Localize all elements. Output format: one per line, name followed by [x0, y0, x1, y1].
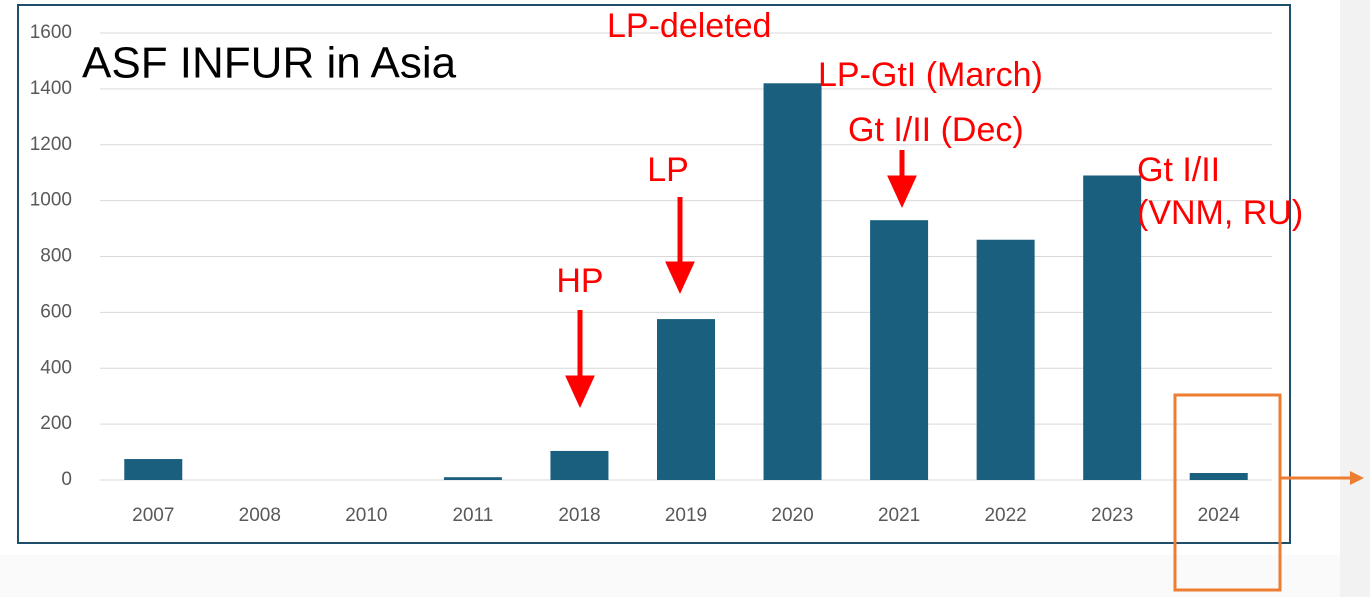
arrow-head — [887, 175, 917, 209]
bar — [443, 477, 502, 480]
x-tick-label: 2024 — [1198, 505, 1241, 526]
bar — [124, 459, 183, 480]
annotations: LP-deleted LP-GtI (March) Gt I/II (Dec) Gt … — [556, 7, 1303, 300]
x-tick-label: 2021 — [878, 505, 920, 526]
x-tick-label: 2023 — [1091, 505, 1133, 526]
x-tick-label: 2020 — [771, 505, 813, 526]
bar — [657, 319, 715, 480]
annotation: LP-GtI (March) — [818, 56, 1043, 94]
bar — [870, 220, 929, 480]
y-tick-label: 1000 — [30, 190, 72, 211]
x-tick-label: 2008 — [239, 505, 281, 526]
chart-title: ASF INFUR in Asia — [82, 39, 457, 88]
y-tick-label: 200 — [40, 413, 72, 434]
chart-frame — [17, 4, 1291, 544]
y-tick-label: 1400 — [30, 78, 72, 99]
annotation: LP-deleted — [607, 7, 771, 45]
y-tick-label: 1200 — [30, 134, 72, 155]
bar — [763, 83, 822, 480]
red-arrows — [565, 150, 917, 409]
arrow-head — [665, 261, 695, 295]
y-tick-label: 600 — [40, 301, 72, 322]
y-tick-label: 400 — [40, 357, 72, 378]
orange-arrow-head — [1350, 471, 1364, 485]
x-tick-label: 2010 — [345, 505, 387, 526]
highlight-box — [1173, 393, 1282, 592]
bar — [1083, 175, 1142, 480]
annotation: LP — [647, 151, 689, 189]
y-tick-label: 0 — [61, 469, 72, 490]
side-panel — [1340, 0, 1370, 597]
arrow-head — [565, 375, 595, 409]
annotation: HP — [556, 262, 603, 300]
y-tick-label: 1600 — [30, 22, 72, 43]
bar — [550, 450, 609, 480]
annotation: Gt I/II (Dec) — [848, 111, 1024, 149]
annotation: (VNM, RU) — [1137, 194, 1303, 232]
bars — [124, 83, 1248, 480]
x-tick-label: 2019 — [665, 505, 707, 526]
bar — [976, 239, 1035, 480]
x-tick-label: 2007 — [132, 505, 174, 526]
y-tick-label: 800 — [40, 246, 72, 267]
x-tick-label: 2018 — [558, 505, 600, 526]
annotation: Gt I/II — [1137, 151, 1220, 189]
x-tick-label: 2022 — [984, 505, 1026, 526]
bottom-area — [0, 555, 1340, 597]
bar — [1189, 473, 1248, 480]
x-tick-label: 2011 — [452, 505, 493, 526]
